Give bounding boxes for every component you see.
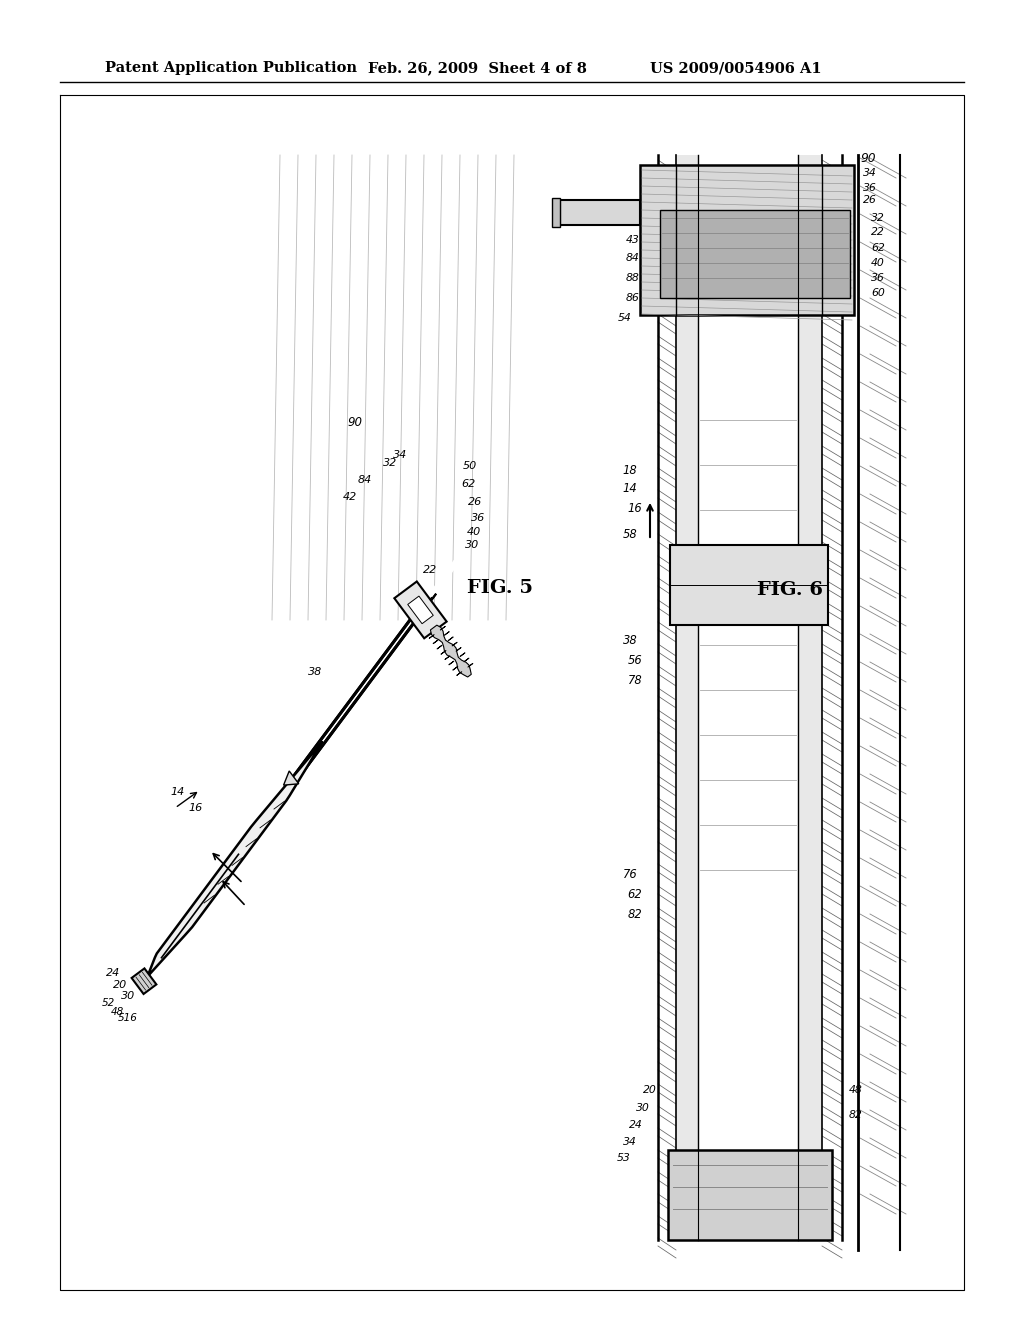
Text: 14: 14 [623,482,637,495]
Text: 30: 30 [121,991,135,1001]
Text: 48: 48 [111,1007,124,1016]
Text: 86: 86 [626,293,640,304]
Text: 34: 34 [863,168,877,178]
Text: 516: 516 [118,1012,138,1023]
Text: 24: 24 [629,1119,643,1130]
Text: 18: 18 [623,463,637,477]
Text: 50: 50 [828,173,842,183]
Polygon shape [147,742,323,977]
Text: 43: 43 [626,235,640,246]
Text: 32: 32 [383,458,397,469]
Text: 36: 36 [863,183,877,193]
Text: 60: 60 [871,288,885,298]
Text: US 2009/0054906 A1: US 2009/0054906 A1 [650,61,821,75]
Text: 82: 82 [628,908,642,921]
Text: 84: 84 [626,253,640,263]
Text: 88: 88 [626,273,640,282]
Text: 16: 16 [628,502,642,515]
Polygon shape [698,154,798,1239]
Text: 16: 16 [188,803,203,813]
Text: 62: 62 [871,243,885,253]
Text: 40: 40 [467,527,481,537]
Polygon shape [552,198,560,227]
Text: 62: 62 [628,888,642,902]
Text: 48: 48 [849,1085,863,1096]
Text: FIG. 5: FIG. 5 [467,579,534,597]
Polygon shape [660,210,850,298]
Polygon shape [560,201,640,224]
Polygon shape [138,546,471,983]
Text: 40: 40 [871,257,885,268]
Polygon shape [676,154,698,1239]
Polygon shape [394,582,446,639]
Text: 30: 30 [465,540,479,550]
Polygon shape [132,969,157,994]
Polygon shape [430,626,471,677]
Text: Feb. 26, 2009  Sheet 4 of 8: Feb. 26, 2009 Sheet 4 of 8 [368,61,587,75]
Text: 26: 26 [468,498,482,507]
Text: 22: 22 [871,227,885,238]
Text: 14: 14 [171,787,185,797]
Polygon shape [640,165,854,315]
Text: 32: 32 [871,213,885,223]
Text: Patent Application Publication: Patent Application Publication [105,61,357,75]
Text: 34: 34 [624,1137,637,1147]
Text: 58: 58 [623,528,637,541]
Text: 84: 84 [357,475,372,484]
Text: 22: 22 [423,565,437,576]
Text: 52: 52 [101,998,115,1008]
Text: 34: 34 [393,450,408,459]
Polygon shape [668,1150,831,1239]
Text: 82: 82 [849,1110,863,1119]
Text: 38: 38 [308,667,323,677]
Text: 42: 42 [343,492,357,502]
Polygon shape [798,154,822,1239]
Text: 56: 56 [628,653,642,667]
Text: 42: 42 [626,215,640,224]
Text: 78: 78 [628,673,642,686]
Text: 36: 36 [871,273,885,282]
Text: 62: 62 [461,479,475,488]
Text: 54: 54 [618,313,632,323]
Polygon shape [408,597,433,624]
Text: 36: 36 [471,513,485,523]
Text: 50: 50 [463,461,477,471]
Text: FIG. 6: FIG. 6 [757,581,823,599]
Polygon shape [284,771,299,785]
Text: 26: 26 [863,195,877,205]
Polygon shape [670,545,828,624]
Text: 20: 20 [113,979,127,990]
Text: 90: 90 [347,416,362,429]
Text: 20: 20 [643,1085,656,1096]
Text: 76: 76 [623,869,637,882]
Text: 53: 53 [617,1152,631,1163]
Text: 90: 90 [860,152,876,165]
Text: 38: 38 [623,634,637,647]
Text: 24: 24 [105,968,120,978]
Text: 30: 30 [636,1104,650,1113]
